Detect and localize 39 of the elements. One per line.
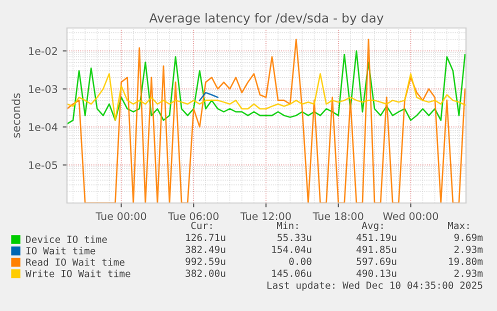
text: 992.59u [186, 258, 226, 266]
text: 126.71u [186, 234, 226, 242]
x-tick-label: Tue 18:00 [312, 212, 364, 220]
line-series [198, 92, 218, 102]
y-tick-label: 1e-04 [29, 123, 58, 132]
text: 19.80m [449, 258, 483, 266]
y-tick-label: 1e-02 [29, 47, 57, 55]
text: Cur: [191, 222, 212, 230]
text: 597.69u [356, 258, 396, 266]
text: Avg: [362, 222, 383, 232]
line-series [67, 73, 466, 121]
text: Last update: Wed Dec 10 04:35:00 2025 [267, 281, 482, 291]
line-series [67, 50, 466, 125]
text: Max: [448, 222, 469, 230]
text: 2.93m [454, 270, 483, 277]
legend-label: Read IO Wait time [26, 258, 124, 266]
text: 9.69m [454, 234, 483, 242]
legend-label: IO Wait time [26, 246, 96, 254]
x-tick-label: Tue 12:00 [240, 212, 291, 220]
text: 382.00u [186, 270, 226, 277]
text: 145.06u [272, 270, 312, 277]
y-tick-label: 1e-05 [29, 161, 58, 170]
x-tick-label: Wed 00:00 [383, 212, 438, 220]
text: 382.49u [186, 246, 226, 254]
y-axis-title: seconds [12, 93, 20, 138]
text: 2.93m [454, 246, 483, 254]
text: 154.04u [272, 246, 312, 254]
text: 451.19u [356, 234, 396, 242]
legend-label: Write IO Wait time [26, 270, 130, 278]
chart-title: Average latency for /dev/sda - by day [149, 12, 384, 26]
text: 55.33u [278, 234, 312, 242]
text: 491.85u [356, 246, 396, 254]
text: 0.00 [289, 258, 312, 266]
y-tick-label: 1e-03 [29, 85, 58, 94]
text: 490.13u [356, 270, 396, 277]
legend-label: Device IO time [26, 235, 107, 244]
x-tick-label: Tue 06:00 [168, 212, 219, 220]
x-tick-label: Tue 00:00 [96, 212, 146, 220]
text: Min: [276, 222, 298, 230]
